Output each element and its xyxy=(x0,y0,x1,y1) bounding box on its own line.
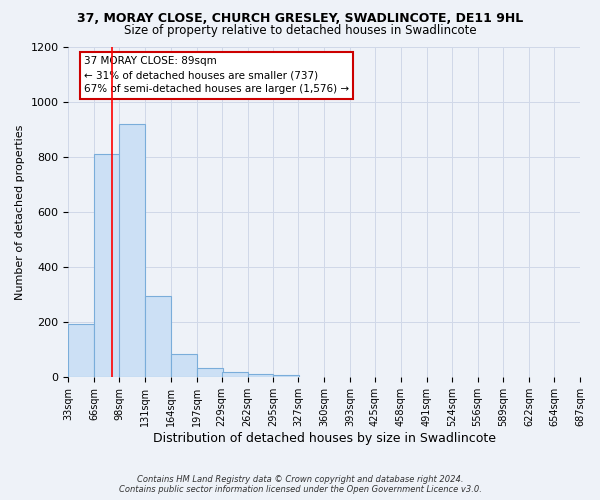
Bar xyxy=(171,354,197,378)
Y-axis label: Number of detached properties: Number of detached properties xyxy=(15,124,25,300)
Text: Size of property relative to detached houses in Swadlincote: Size of property relative to detached ho… xyxy=(124,24,476,37)
X-axis label: Distribution of detached houses by size in Swadlincote: Distribution of detached houses by size … xyxy=(153,432,496,445)
Bar xyxy=(248,374,274,378)
Text: Contains HM Land Registry data © Crown copyright and database right 2024.
Contai: Contains HM Land Registry data © Crown c… xyxy=(119,474,481,494)
Bar xyxy=(145,296,171,378)
Text: 37 MORAY CLOSE: 89sqm
← 31% of detached houses are smaller (737)
67% of semi-det: 37 MORAY CLOSE: 89sqm ← 31% of detached … xyxy=(84,56,349,94)
Bar xyxy=(68,324,94,378)
Text: 37, MORAY CLOSE, CHURCH GRESLEY, SWADLINCOTE, DE11 9HL: 37, MORAY CLOSE, CHURCH GRESLEY, SWADLIN… xyxy=(77,12,523,26)
Bar xyxy=(119,124,145,378)
Bar xyxy=(222,372,248,378)
Bar xyxy=(274,374,299,378)
Bar xyxy=(94,154,120,378)
Bar xyxy=(197,368,223,378)
